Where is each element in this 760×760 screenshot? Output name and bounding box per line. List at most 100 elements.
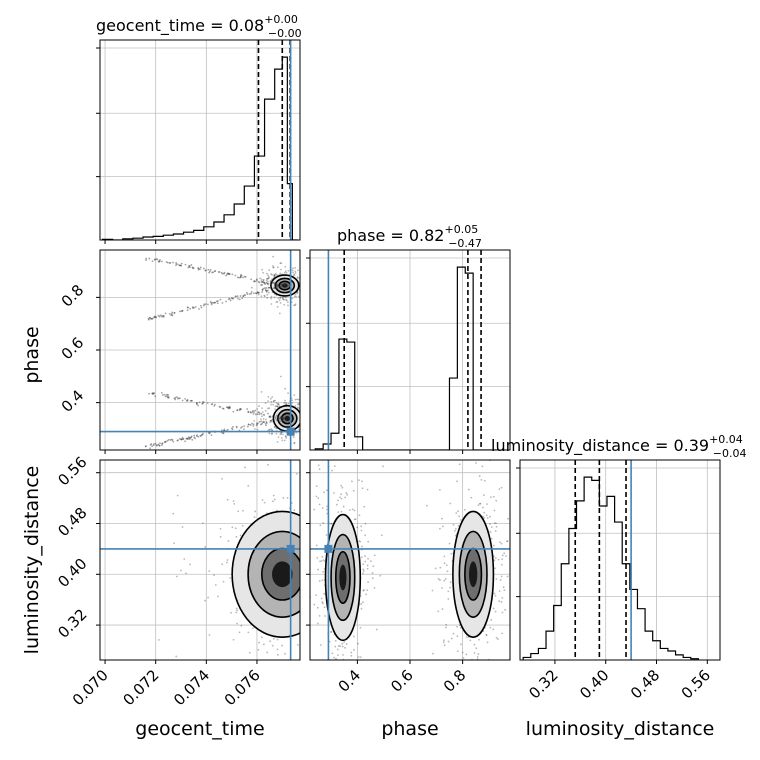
sample-point [483, 479, 486, 482]
sample-point [467, 488, 470, 491]
sample-point [498, 600, 501, 603]
sample-point [227, 272, 229, 275]
sample-point [149, 447, 152, 450]
sample-point [335, 704, 337, 706]
density-contour [458, 530, 488, 618]
sample-point [225, 561, 228, 564]
sample-point [337, 639, 339, 641]
sample-point [350, 664, 352, 666]
sample-point [208, 271, 211, 274]
sample-point [302, 412, 304, 414]
sample-point [231, 526, 234, 529]
sample-point [252, 409, 254, 412]
sample-point [502, 586, 505, 589]
sample-point [268, 432, 271, 435]
sample-point [455, 419, 457, 421]
sample-point [274, 408, 276, 411]
sample-point [268, 275, 270, 278]
sample-point [231, 428, 234, 431]
sample-point [186, 399, 189, 402]
sample-point [486, 641, 489, 644]
sample-point [460, 643, 462, 646]
sample-point [190, 264, 193, 266]
sample-point [177, 397, 179, 400]
ylabel-phase: phase [21, 326, 43, 383]
sample-point [441, 517, 443, 520]
histogram-step [101, 56, 298, 240]
sample-point [287, 304, 289, 307]
sample-point [279, 416, 282, 419]
sample-point [302, 420, 304, 422]
sample-point [378, 556, 380, 558]
sample-point [492, 544, 495, 547]
sample-point [458, 463, 461, 466]
sample-point [193, 436, 196, 439]
sample-point [232, 660, 234, 662]
sample-point [208, 634, 211, 636]
sample-point [301, 297, 303, 299]
sample-point [483, 696, 485, 698]
sample-point [321, 579, 324, 582]
sample-point [227, 406, 230, 409]
sample-point [161, 394, 164, 396]
sample-point [202, 522, 204, 525]
sample-point [437, 610, 440, 613]
sample-point [337, 645, 340, 647]
sample-point [319, 510, 321, 512]
sample-point [271, 418, 274, 421]
sample-point [275, 282, 277, 285]
sample-point [155, 258, 158, 260]
sample-point [264, 287, 266, 290]
sample-point [301, 297, 303, 299]
sample-point [244, 294, 247, 297]
sample-point [501, 563, 503, 566]
sample-point [272, 637, 275, 640]
sample-point [301, 654, 303, 656]
sample-point [275, 286, 278, 289]
sample-point [477, 504, 480, 507]
sample-point [454, 664, 456, 666]
sample-point [196, 402, 198, 405]
sample-point [237, 669, 239, 671]
sample-point [352, 489, 355, 492]
sample-point [153, 316, 155, 319]
sample-point [320, 546, 322, 548]
sample-point [236, 295, 239, 298]
sample-point [235, 611, 238, 614]
sample-point [269, 419, 272, 422]
sample-point [280, 433, 283, 435]
sample-point [171, 439, 174, 441]
sample-point [325, 534, 328, 536]
sample-point [273, 287, 276, 289]
sample-point [303, 512, 305, 514]
sample-point [489, 523, 491, 525]
sample-point [180, 264, 183, 267]
sample-point [275, 282, 278, 285]
sample-point [301, 415, 303, 417]
sample-point [276, 285, 279, 288]
sample-point [495, 636, 498, 639]
sample-point [367, 557, 369, 560]
sample-point [270, 397, 272, 400]
sample-point [501, 554, 504, 557]
sample-point [286, 301, 289, 304]
sample-point [225, 300, 227, 303]
sample-point [445, 564, 448, 567]
sample-point [269, 281, 272, 284]
sample-point [166, 396, 169, 399]
sample-point [156, 258, 159, 261]
sample-point [294, 304, 296, 307]
sample-point [278, 405, 281, 407]
sample-point [366, 488, 369, 491]
sample-point [189, 307, 192, 310]
sample-point [184, 397, 187, 400]
sample-point [184, 440, 186, 443]
sample-point [234, 274, 237, 277]
sample-point [263, 282, 266, 285]
sample-point [252, 424, 255, 427]
sample-point [178, 310, 181, 313]
sample-point [173, 312, 176, 314]
sample-point [283, 439, 286, 442]
sample-point [456, 480, 458, 483]
sample-point [319, 524, 322, 527]
